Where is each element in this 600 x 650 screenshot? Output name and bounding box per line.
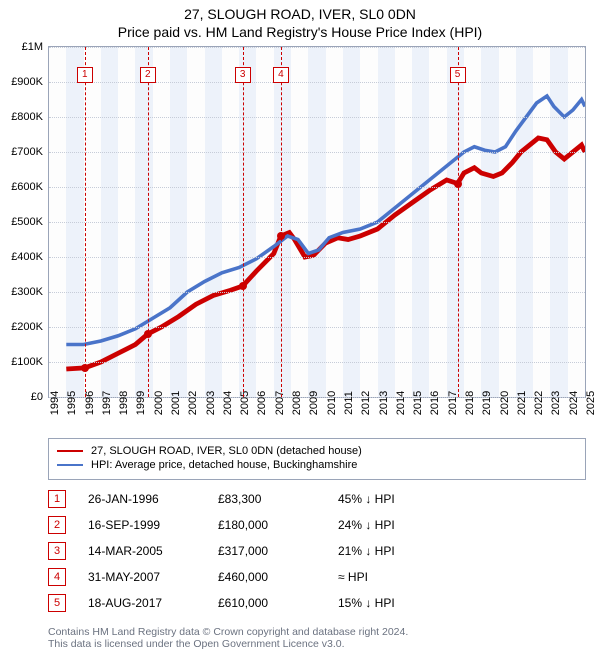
attribution: Contains HM Land Registry data © Crown c… [48,626,586,650]
sale-table: 1 26-JAN-1996£83,30045% ↓ HPI 2 16-SEP-1999… [48,490,586,612]
sale-diff: 45% ↓ HPI [338,492,458,506]
attribution-line: This data is licensed under the Open Gov… [48,638,586,650]
sale-row: 4 31-MAY-2007£460,000≈ HPI [48,568,586,586]
x-axis-label: 2004 [222,391,234,415]
sale-num: 3 [48,542,66,560]
x-axis-label: 2015 [412,391,424,415]
x-axis-label: 2000 [153,391,165,415]
x-axis-label: 1994 [49,391,61,415]
x-axis-label: 2010 [326,391,338,415]
y-axis-label: £400K [11,251,43,263]
legend-label: 27, SLOUGH ROAD, IVER, SL0 0DN (detached… [91,445,362,457]
x-axis-label: 2014 [395,391,407,415]
sale-diff: ≈ HPI [338,570,458,584]
x-axis-label: 2009 [308,391,320,415]
y-axis-label: £500K [11,216,43,228]
x-axis-label: 2021 [516,391,528,415]
y-axis-label: £700K [11,146,43,158]
y-axis-label: £800K [11,111,43,123]
x-axis-label: 2008 [291,391,303,415]
x-axis-label: 2019 [481,391,493,415]
legend-swatch [57,450,83,452]
y-axis-label: £900K [11,76,43,88]
sale-row: 5 18-AUG-2017£610,00015% ↓ HPI [48,594,586,612]
sale-dot [239,282,247,290]
sale-price: £180,000 [218,518,338,532]
sale-dot [81,364,89,372]
sale-date: 18-AUG-2017 [88,596,218,610]
x-axis-label: 2018 [464,391,476,415]
sale-marker: 4 [273,67,289,83]
x-axis-label: 2022 [533,391,545,415]
sale-price: £317,000 [218,544,338,558]
sale-num: 2 [48,516,66,534]
sale-row: 1 26-JAN-1996£83,30045% ↓ HPI [48,490,586,508]
titles: 27, SLOUGH ROAD, IVER, SL0 0DN Price pai… [0,0,600,40]
sale-marker: 2 [140,67,156,83]
x-axis-label: 2012 [360,391,372,415]
sale-marker: 3 [235,67,251,83]
sale-dot [454,180,462,188]
sale-row: 3 14-MAR-2005£317,00021% ↓ HPI [48,542,586,560]
y-axis-label: £0 [31,391,43,403]
sale-dot [277,232,285,240]
sale-row: 2 16-SEP-1999£180,00024% ↓ HPI [48,516,586,534]
x-axis-label: 2025 [585,391,597,415]
x-axis-label: 2007 [274,391,286,415]
legend-item: HPI: Average price, detached house, Buck… [57,459,577,471]
y-axis-label: £100K [11,356,43,368]
x-axis-label: 2001 [170,391,182,415]
x-axis-label: 1998 [118,391,130,415]
x-axis-label: 2006 [256,391,268,415]
x-axis-label: 2024 [568,391,580,415]
sale-price: £83,300 [218,492,338,506]
y-axis-label: £200K [11,321,43,333]
x-axis-label: 2005 [239,391,251,415]
sale-diff: 21% ↓ HPI [338,544,458,558]
legend-item: 27, SLOUGH ROAD, IVER, SL0 0DN (detached… [57,445,577,457]
x-axis-label: 2023 [550,391,562,415]
sale-num: 5 [48,594,66,612]
sale-date: 16-SEP-1999 [88,518,218,532]
sale-date: 26-JAN-1996 [88,492,218,506]
plot-area: £0£100K£200K£300K£400K£500K£600K£700K£80… [48,46,586,398]
sale-marker: 1 [77,67,93,83]
x-axis-label: 1999 [135,391,147,415]
legend-swatch [57,464,83,466]
chart-container: 27, SLOUGH ROAD, IVER, SL0 0DN Price pai… [0,0,600,650]
legend-label: HPI: Average price, detached house, Buck… [91,459,357,471]
sale-price: £610,000 [218,596,338,610]
x-axis-label: 2016 [429,391,441,415]
y-axis-label: £600K [11,181,43,193]
sale-diff: 15% ↓ HPI [338,596,458,610]
y-axis-label: £300K [11,286,43,298]
x-axis-label: 2003 [205,391,217,415]
x-axis-label: 2002 [187,391,199,415]
sale-dot [144,330,152,338]
y-axis-label: £1M [22,41,43,53]
legend: 27, SLOUGH ROAD, IVER, SL0 0DN (detached… [48,438,586,480]
sale-num: 4 [48,568,66,586]
sale-marker: 5 [450,67,466,83]
x-axis-label: 2020 [499,391,511,415]
sale-date: 14-MAR-2005 [88,544,218,558]
sale-price: £460,000 [218,570,338,584]
sale-diff: 24% ↓ HPI [338,518,458,532]
x-axis-label: 1997 [101,391,113,415]
sale-num: 1 [48,490,66,508]
x-axis-label: 1995 [66,391,78,415]
x-axis-label: 2013 [378,391,390,415]
attribution-line: Contains HM Land Registry data © Crown c… [48,626,586,638]
title-address: 27, SLOUGH ROAD, IVER, SL0 0DN [0,6,600,22]
sale-date: 31-MAY-2007 [88,570,218,584]
title-subtitle: Price paid vs. HM Land Registry's House … [0,24,600,40]
x-axis-label: 2011 [343,391,355,415]
